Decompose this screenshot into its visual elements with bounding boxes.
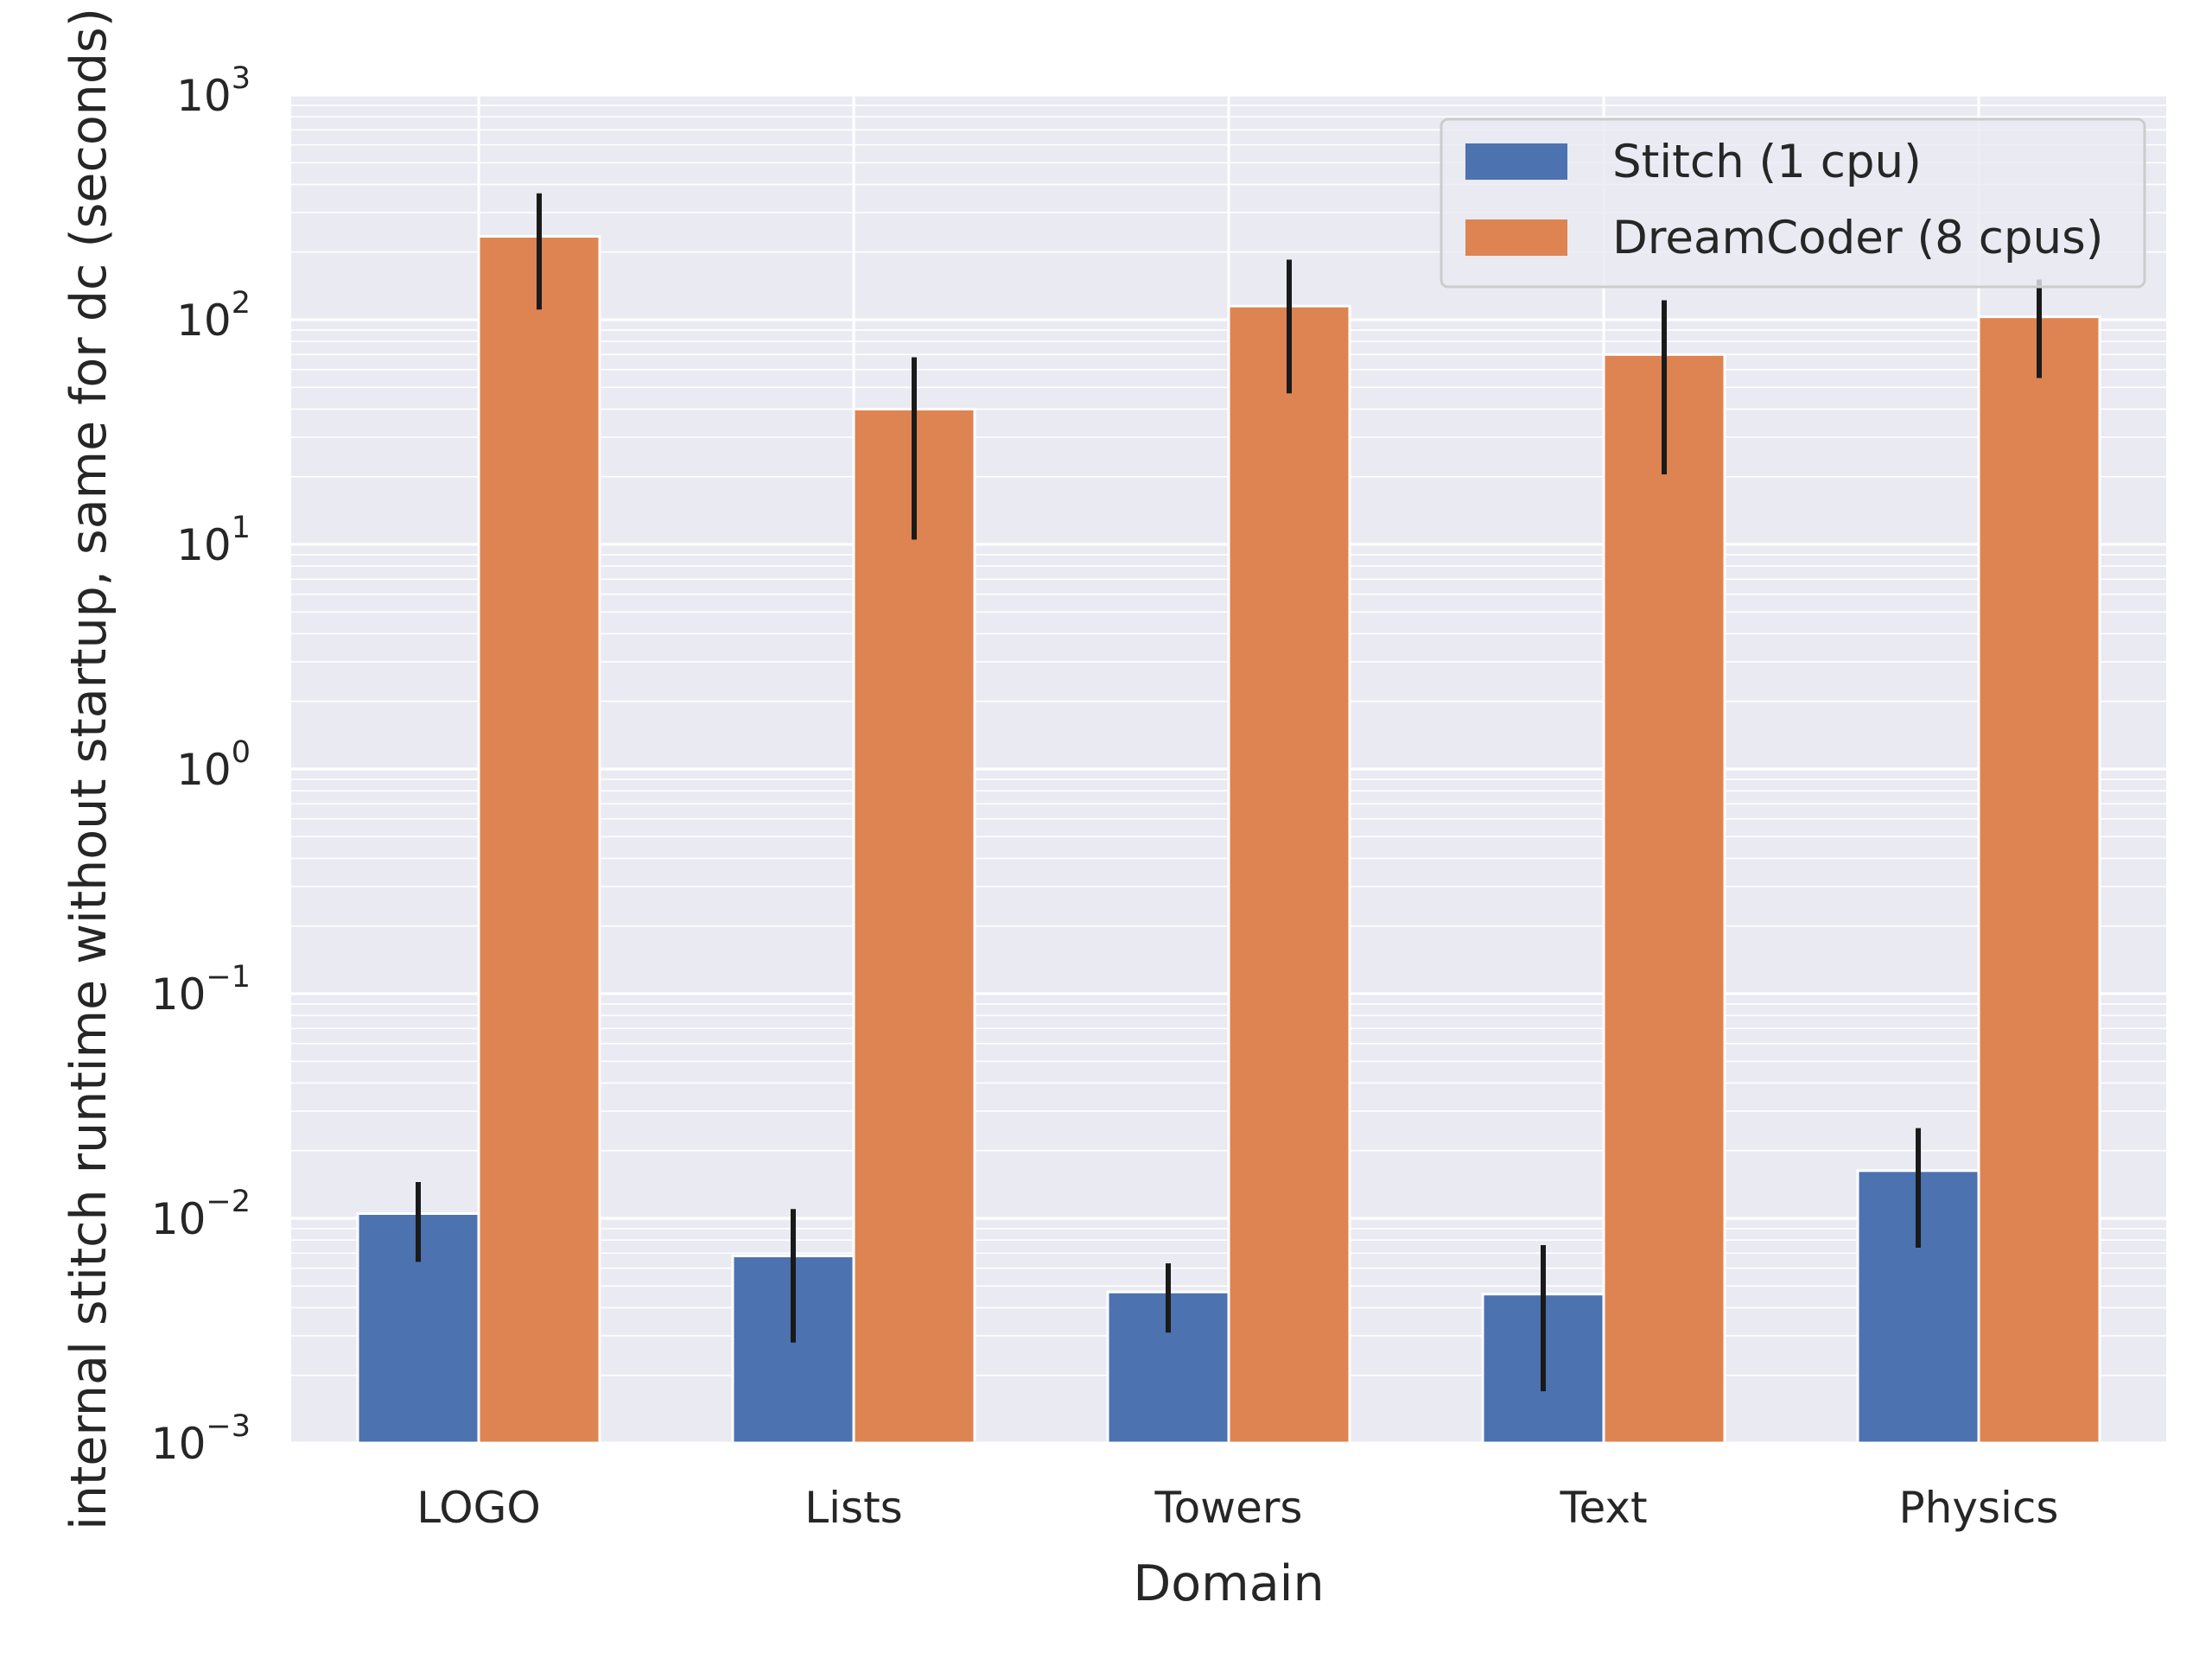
x-tick-label: LOGO: [416, 1483, 541, 1533]
x-tick-labels: LOGO Lists Towers Text Physics: [416, 1483, 2058, 1533]
legend-label-stitch: Stitch (1 cpu): [1612, 136, 1922, 188]
y-tick-label: 100: [176, 735, 251, 795]
legend-frame: [1440, 118, 2146, 289]
error-bars: [416, 193, 2042, 1392]
bar-dreamcoder-text: [1602, 353, 1726, 1445]
x-axis-label: Domain: [1133, 1555, 1324, 1612]
y-tick-label: 10−2: [151, 1185, 251, 1244]
y-tick-label: 103: [176, 61, 251, 121]
bar-dreamcoder-lists: [852, 407, 976, 1445]
y-tick-label: 10−3: [151, 1409, 251, 1469]
x-tick-label: Text: [1559, 1483, 1647, 1533]
legend-label-dreamcoder: DreamCoder (8 cpus): [1612, 212, 2103, 264]
y-tick-label: 10−1: [151, 960, 251, 1020]
x-tick-label: Physics: [1899, 1483, 2059, 1533]
legend: Stitch (1 cpu) DreamCoder (8 cpus): [1440, 118, 2146, 289]
bars: [356, 235, 2101, 1445]
x-tick-label: Lists: [804, 1483, 902, 1533]
legend-swatch-dreamcoder: [1465, 219, 1567, 256]
y-tick-label: 101: [176, 511, 251, 570]
bar-dreamcoder-towers: [1227, 304, 1351, 1445]
bar-dreamcoder-physics: [1977, 315, 2101, 1445]
bar-dreamcoder-logo: [477, 235, 601, 1445]
y-tick-label: 102: [176, 286, 251, 346]
y-tick-labels: 10−3 10−2 10−1 100 101 102 103: [151, 61, 251, 1469]
y-axis-label: internal stitch runtime without startup,…: [60, 8, 118, 1530]
x-tick-label: Towers: [1154, 1483, 1303, 1533]
legend-swatch-stitch: [1465, 143, 1567, 180]
